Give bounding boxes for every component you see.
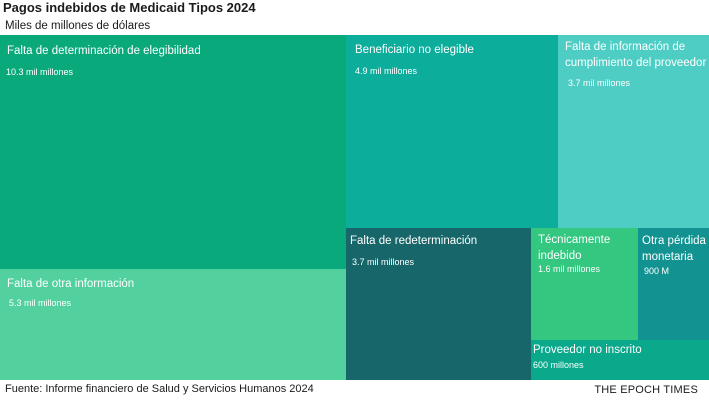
tile-label: Proveedor no inscrito (533, 344, 642, 356)
tile-label: Falta de otra información (7, 278, 135, 290)
chart-title: Pagos indebidos de Medicaid Tipos 2024 (3, 0, 256, 15)
treemap-tile-provider-compliance: Falta de información de cumplimiento del… (558, 35, 709, 228)
tile-value: 10.3 mil millones (6, 67, 74, 77)
tile-label: Otra pérdida monetaria (642, 235, 706, 263)
tile-value: 1.6 mil millones (538, 264, 601, 274)
tile-label: Falta de redeterminación (350, 235, 478, 247)
chart-subtitle: Miles de millones de dólares (5, 20, 151, 32)
tile-value: 4.9 mil millones (355, 66, 418, 76)
tile-label: Beneficiario no elegible (355, 44, 474, 56)
treemap-tile-provider-not-enrolled: Proveedor no inscrito 600 millones (531, 340, 709, 380)
treemap-tile-other-information: Falta de otra información 5.3 mil millone… (0, 269, 346, 380)
tile-label: Técnicamente indebido (538, 234, 611, 262)
tile-label: Falta de determinación de elegibilidad (7, 45, 201, 57)
treemap-tile-other-monetary-loss: Otra pérdida monetaria 900 M (638, 228, 709, 340)
treemap-tile-ineligible-beneficiary: Beneficiario no elegible 4.9 mil millones (346, 35, 558, 228)
tile-value: 600 millones (533, 360, 584, 370)
treemap-tile-technically-improper: Técnicamente indebido 1.6 mil millones (531, 228, 638, 340)
tile-value: 5.3 mil millones (9, 298, 72, 308)
tile-value: 3.7 mil millones (352, 257, 415, 267)
brand-logo-text: THE EPOCH TIMES (594, 384, 698, 396)
tile-value: 3.7 mil millones (568, 78, 631, 88)
treemap-tile-redetermination: Falta de redeterminación 3.7 mil millones (346, 228, 531, 380)
source-note: Fuente: Informe financiero de Salud y Se… (5, 383, 314, 395)
tile-label: Falta de información de cumplimiento del… (565, 41, 707, 69)
tile-value: 900 M (644, 266, 670, 276)
treemap-tile-eligibility-determination: Falta de determinación de elegibilidad 10… (0, 35, 346, 269)
